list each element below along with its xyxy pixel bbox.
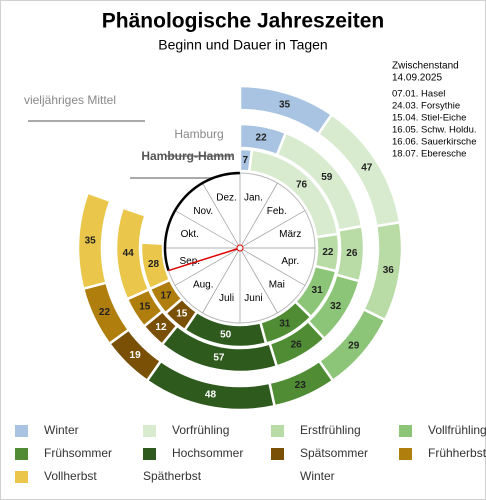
- month-label: Okt.: [181, 229, 199, 240]
- event-label: 16.05. Schw. Holdu.: [392, 125, 477, 136]
- month-divider: [239, 210, 306, 249]
- season-segment: [76, 191, 112, 291]
- segment-label: 19: [130, 350, 142, 361]
- segment-label: 59: [321, 172, 333, 183]
- legend-swatch: [15, 448, 28, 460]
- legend-label: Erstfrühling: [300, 423, 361, 437]
- segment-label: 35: [279, 99, 291, 110]
- legend-swatch: [271, 425, 284, 437]
- ring-name: Hamburg: [174, 127, 223, 141]
- event-label: 15.04. Stiel-Eiche: [392, 113, 466, 124]
- event-label: 24.03. Forsythie: [392, 101, 460, 112]
- legend-swatch: [399, 448, 412, 460]
- month-label: Nov.: [193, 206, 213, 217]
- segment-label: 7: [243, 155, 249, 166]
- legend-label: Winter: [44, 423, 79, 437]
- event-label: 07.01. Hasel: [392, 89, 445, 100]
- segment-label: 31: [312, 285, 324, 296]
- segment-label: 35: [85, 236, 97, 247]
- month-divider: [239, 247, 278, 314]
- ring-name: Hamburg-Hamm: [141, 149, 234, 163]
- segment-label: 29: [348, 340, 360, 351]
- event-label: 16.06. Sauerkirsche: [392, 137, 477, 148]
- ring-name: vieljähriges Mittel: [24, 93, 116, 107]
- month-divider: [239, 247, 306, 286]
- event-label: 18.07. Eberesche: [392, 149, 466, 160]
- month-label: Juli: [219, 293, 234, 304]
- segment-label: 22: [322, 247, 334, 258]
- legend-swatch: [15, 425, 28, 437]
- segment-label: 23: [295, 380, 307, 391]
- segment-label: 47: [361, 162, 373, 173]
- chart-subtitle: Beginn und Dauer in Tagen: [158, 37, 327, 53]
- segment-label: 32: [330, 301, 342, 312]
- segment-label: 36: [383, 265, 395, 276]
- segment-label: 15: [139, 302, 151, 313]
- legend-swatch: [143, 425, 156, 437]
- segment-label: 48: [205, 390, 217, 401]
- legend-swatch: [271, 448, 284, 460]
- month-label: Aug.: [193, 279, 214, 290]
- month-label: Mai: [269, 279, 285, 290]
- legend-swatch: [15, 471, 28, 483]
- month-label: Apr.: [281, 256, 299, 267]
- segment-label: 76: [296, 180, 308, 191]
- season-segment: [139, 241, 172, 291]
- legend-swatch: [399, 425, 412, 437]
- segment-label: 26: [291, 340, 303, 351]
- month-label: März: [279, 229, 301, 240]
- segment-label: 31: [279, 318, 291, 329]
- hand-hub: [236, 244, 244, 252]
- month-label: Juni: [244, 293, 262, 304]
- month-divider: [202, 182, 241, 249]
- remaining-arc: [163, 171, 240, 271]
- month-label: Sep.: [179, 256, 200, 267]
- legend-label: Frühherbst: [428, 446, 486, 460]
- status-label: Zwischenstand: [392, 61, 459, 72]
- legend-label: Spätsommer: [300, 446, 368, 460]
- segment-label: 44: [123, 248, 135, 259]
- month-label: Dez.: [216, 192, 237, 203]
- month-divider: [174, 247, 241, 286]
- legend-swatch: [143, 448, 156, 460]
- legend-label: Hochsommer: [172, 446, 243, 460]
- legend-label: Winter: [300, 469, 335, 483]
- date-hand: [168, 247, 241, 272]
- legend-label: Vorfrühling: [172, 423, 229, 437]
- legend-label: Spätherbst: [143, 469, 202, 483]
- month-label: Jan.: [244, 192, 263, 203]
- segment-label: 57: [213, 353, 225, 364]
- segment-label: 15: [176, 309, 188, 320]
- month-divider: [174, 210, 241, 249]
- month-divider: [202, 247, 241, 314]
- month-divider: [239, 182, 278, 249]
- segment-label: 12: [155, 322, 167, 333]
- segment-label: 26: [346, 248, 358, 259]
- month-label: Feb.: [267, 206, 287, 217]
- segment-label: 22: [256, 133, 268, 144]
- status-date: 14.09.2025: [392, 73, 442, 84]
- segment-label: 50: [220, 329, 232, 340]
- chart-title: Phänologische Jahreszeiten: [102, 10, 384, 33]
- segment-label: 28: [148, 259, 160, 270]
- legend-label: Frühsommer: [44, 446, 112, 460]
- segment-label: 17: [160, 290, 172, 301]
- legend-label: Vollfrühling: [428, 423, 486, 437]
- legend-label: Vollherbst: [44, 469, 97, 483]
- segment-label: 22: [99, 307, 111, 318]
